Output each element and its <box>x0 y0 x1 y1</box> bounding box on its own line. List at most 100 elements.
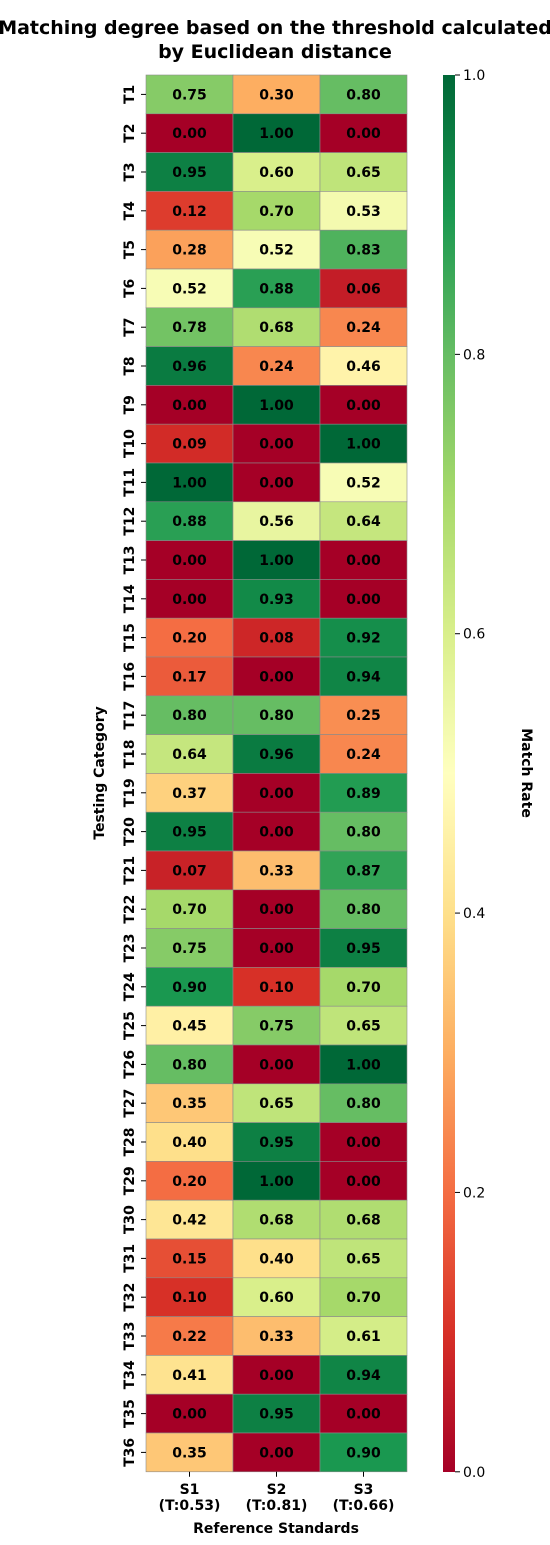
cell-value-label: 0.25 <box>346 708 381 724</box>
heatmap-cell <box>319 1044 408 1085</box>
cell-value-label: 1.00 <box>259 126 294 142</box>
row-tick-label: T14 <box>122 584 138 613</box>
row-tick-label: T15 <box>122 623 138 652</box>
cell-value-label: 0.56 <box>259 514 294 530</box>
heatmap-cell <box>319 773 408 813</box>
cell-value-label: 0.00 <box>172 398 207 414</box>
cell-value-label: 0.80 <box>346 1096 381 1112</box>
cell-value-label: 0.20 <box>172 1174 207 1190</box>
heatmap-cell <box>319 229 408 270</box>
row-tick-label: T3 <box>122 162 138 181</box>
cell-value-label: 0.00 <box>346 1135 381 1151</box>
chart-title-line-1: Matching degree based on the threshold c… <box>0 17 550 39</box>
heatmap-cell <box>232 734 321 774</box>
cell-value-label: 1.00 <box>346 1057 381 1073</box>
cell-value-label: 0.95 <box>259 1407 294 1423</box>
heatmap-cell <box>145 540 234 580</box>
cell-value-label: 0.33 <box>259 1329 294 1345</box>
cell-value-label: 0.94 <box>346 1368 381 1384</box>
cell-value-label: 0.00 <box>259 1057 294 1073</box>
row-tick-label: T32 <box>122 1283 138 1312</box>
cell-value-label: 0.80 <box>172 708 207 724</box>
y-axis-label: Testing Category <box>92 706 108 839</box>
cell-value-label: 0.53 <box>346 204 381 220</box>
cell-value-label: 0.09 <box>172 437 207 453</box>
cell-value-label: 0.37 <box>172 786 207 802</box>
cell-value-label: 0.75 <box>172 87 207 103</box>
row-tick-label: T24 <box>122 972 138 1001</box>
cell-value-label: 0.87 <box>346 863 381 879</box>
heatmap-cell <box>232 1122 321 1162</box>
cell-value-label: 0.30 <box>259 87 294 103</box>
cell-value-label: 0.28 <box>172 243 207 259</box>
heatmap-cell <box>145 113 234 153</box>
cell-value-label: 0.64 <box>172 747 207 763</box>
cell-value-label: 0.80 <box>172 1057 207 1073</box>
cell-value-label: 0.20 <box>172 631 207 647</box>
colorbar-tick-label: 0.0 <box>463 1465 485 1481</box>
cell-value-label: 0.10 <box>172 1290 207 1306</box>
cell-value-label: 0.15 <box>172 1251 207 1267</box>
row-tick-label: T30 <box>122 1205 138 1234</box>
cell-value-label: 0.17 <box>172 669 207 685</box>
heatmap-cell <box>319 1083 408 1123</box>
cell-value-label: 0.95 <box>259 1135 294 1151</box>
cell-value-label: 0.00 <box>172 1407 207 1423</box>
column-tick-label: S3 <box>354 1482 374 1498</box>
cell-value-label: 0.65 <box>259 1096 294 1112</box>
row-tick-label: T7 <box>122 318 138 337</box>
heatmap-cell <box>145 307 234 347</box>
row-tick-label: T16 <box>122 662 138 691</box>
cell-value-label: 0.08 <box>259 631 294 647</box>
cell-value-label: 0.60 <box>259 165 294 181</box>
heatmap-cell <box>145 1277 234 1317</box>
row-tick-label: T20 <box>122 817 138 846</box>
cell-value-label: 0.24 <box>346 320 381 336</box>
heatmap-cell <box>319 74 408 115</box>
cell-value-label: 0.41 <box>172 1368 207 1384</box>
row-tick-label: T26 <box>122 1050 138 1079</box>
cell-value-label: 0.60 <box>259 1290 294 1306</box>
cell-value-label: 0.00 <box>346 398 381 414</box>
heatmap-cell <box>232 74 321 115</box>
cell-value-label: 0.95 <box>172 165 207 181</box>
colorbar-tick-label: 0.6 <box>463 627 485 643</box>
cell-value-label: 0.68 <box>346 1213 381 1229</box>
heatmap-cell <box>319 540 408 580</box>
heatmap-cell <box>145 1432 234 1473</box>
cell-value-label: 0.75 <box>172 941 207 957</box>
cell-value-label: 0.70 <box>346 980 381 996</box>
heatmap-cell <box>145 967 234 1007</box>
heatmap-cell <box>232 1316 321 1356</box>
cell-value-label: 0.64 <box>346 514 381 530</box>
cell-value-label: 0.00 <box>259 475 294 491</box>
cell-value-label: 0.00 <box>259 825 294 841</box>
heatmap-cell <box>232 695 321 735</box>
heatmap-cell <box>232 1044 321 1085</box>
heatmap-cell <box>232 1277 321 1317</box>
cell-value-label: 0.00 <box>346 553 381 569</box>
cell-value-label: 0.80 <box>259 708 294 724</box>
cell-value-label: 0.90 <box>346 1445 381 1461</box>
cell-value-label: 0.00 <box>172 126 207 142</box>
cell-value-label: 0.65 <box>346 165 381 181</box>
cell-value-label: 0.83 <box>346 243 381 259</box>
cell-value-label: 0.78 <box>172 320 207 336</box>
heatmap-cell <box>145 1161 234 1201</box>
heatmap-cell <box>319 967 408 1007</box>
colorbar-label: Match Rate <box>518 728 534 818</box>
cell-value-label: 0.40 <box>259 1251 294 1267</box>
cell-value-label: 0.61 <box>346 1329 381 1345</box>
heatmap-cell <box>319 346 408 386</box>
heatmap-cell <box>145 462 234 503</box>
cell-value-label: 0.00 <box>172 592 207 608</box>
heatmap-cell <box>319 889 408 929</box>
column-tick-labels: S1(T:0.53) S2(T:0.81) S3(T:0.66) <box>159 1471 394 1514</box>
cell-value-label: 0.93 <box>259 592 294 608</box>
heatmap-cell <box>232 928 321 968</box>
cell-value-label: 0.94 <box>346 669 381 685</box>
cell-value-label: 0.42 <box>172 1213 207 1229</box>
heatmap-cell <box>232 113 321 153</box>
cell-value-label: 0.35 <box>172 1445 207 1461</box>
cell-value-label: 0.70 <box>259 204 294 220</box>
